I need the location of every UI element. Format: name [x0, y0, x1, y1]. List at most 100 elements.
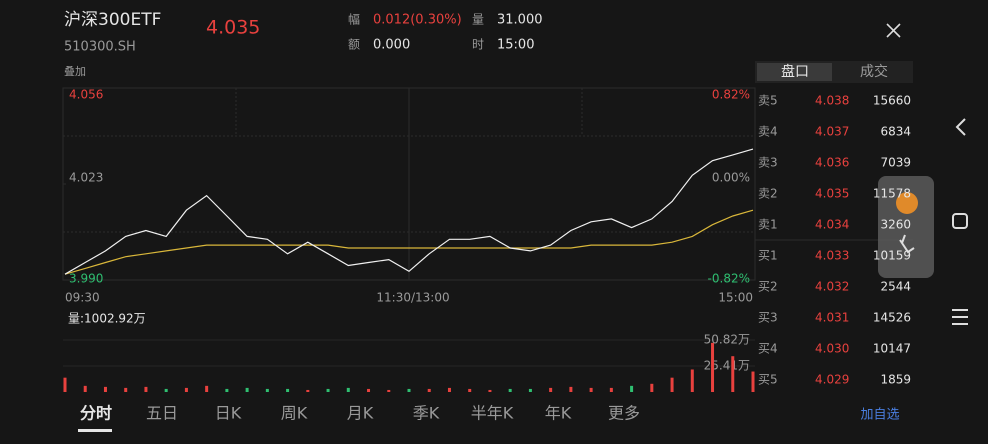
volume-bar [346, 387, 350, 392]
volume-bar [427, 388, 431, 392]
volume-bar [225, 388, 229, 392]
book-price: 4.037 [815, 125, 849, 139]
book-volume: 6834 [880, 125, 911, 139]
period-tab[interactable]: 日K [215, 404, 242, 423]
volume-bar [367, 388, 371, 392]
volume-bar [306, 389, 310, 392]
volume-bar [711, 342, 715, 392]
volume-bar [447, 387, 451, 392]
price-tick-label: 3.990 [69, 272, 103, 286]
book-volume: 11578 [873, 187, 911, 201]
menu-icon[interactable] [952, 309, 968, 325]
volume-bar [205, 385, 209, 392]
book-price: 4.036 [815, 156, 849, 170]
book-label: 买1 [758, 249, 778, 263]
volume-bar [245, 387, 249, 392]
period-tab[interactable]: 季K [413, 404, 440, 423]
volume-bar [387, 389, 391, 392]
home-icon[interactable] [952, 213, 968, 229]
price-tick-label: 4.056 [69, 88, 103, 102]
close-button[interactable] [886, 23, 901, 38]
average-line [64, 209, 754, 275]
period-tab[interactable]: 周K [281, 404, 308, 423]
tab-active [757, 63, 832, 81]
widget-icon [896, 192, 918, 214]
book-price: 4.038 [815, 94, 849, 108]
book-price: 4.031 [815, 311, 849, 325]
book-volume: 15660 [873, 94, 911, 108]
book-label: 卖4 [758, 125, 778, 139]
period-tab[interactable]: 半年K [471, 404, 514, 423]
book-price: 4.030 [815, 342, 849, 356]
volume-tick-label: 25.41万 [704, 359, 750, 373]
book-label: 买2 [758, 280, 778, 294]
volume-bar [630, 385, 634, 392]
volume-bar [609, 387, 613, 392]
book-price: 4.033 [815, 249, 849, 263]
book-price: 4.035 [815, 187, 849, 201]
book-volume: 10159 [873, 249, 911, 263]
volume-bar [83, 385, 87, 392]
price-tick-label: 4.023 [69, 171, 103, 185]
stock-code: 510300.SH [64, 40, 136, 55]
period-tab[interactable]: 月K [347, 404, 374, 423]
book-label: 卖1 [758, 218, 778, 232]
book-label: 卖3 [758, 156, 778, 170]
volume-bar [650, 383, 654, 392]
field-value: 0.000 [373, 38, 410, 53]
volume-bar [468, 388, 472, 392]
volume-bar [488, 389, 492, 392]
pct-label: 0.00% [712, 171, 750, 185]
hand-icon [899, 234, 915, 254]
book-volume: 2544 [880, 280, 911, 294]
float-widget[interactable] [878, 176, 934, 278]
overlay[interactable]: 叠加 [64, 65, 86, 78]
volume-bar [63, 377, 67, 392]
volume-bar [103, 386, 107, 392]
period-tab[interactable]: 五日 [146, 404, 178, 423]
widget-bg [878, 176, 934, 278]
book-volume: 1859 [880, 373, 911, 387]
stock-name: 沪深300ETF [64, 10, 161, 30]
period-underline [78, 429, 112, 432]
volume-bar [589, 387, 593, 392]
book-price: 4.029 [815, 373, 849, 387]
period-tab[interactable]: 更多 [608, 404, 640, 423]
field-label: 时 [472, 38, 484, 52]
book-volume: 7039 [880, 156, 911, 170]
volume-bar [144, 386, 148, 392]
volume-bar [265, 388, 269, 392]
book-volume: 14526 [873, 311, 911, 325]
pct-label: -0.82% [708, 272, 750, 286]
volume-tick-label: 50.82万 [704, 333, 750, 347]
book-volume: 10147 [873, 342, 911, 356]
book-label: 买3 [758, 311, 778, 325]
volume-bar [690, 369, 694, 392]
field-value: 31.000 [497, 13, 543, 28]
field-value: 0.012(0.30%) [373, 13, 462, 28]
volume-bar [569, 386, 573, 392]
volume-bar [124, 387, 128, 392]
period-tab[interactable]: 分时 [80, 404, 112, 423]
add-watch[interactable]: 加自选 [860, 408, 899, 423]
book-tab[interactable]: 成交 [860, 63, 888, 80]
volume-title: 量:1002.92万 [68, 312, 146, 326]
volume-bar [528, 388, 532, 392]
book-price: 4.032 [815, 280, 849, 294]
field-label: 幅 [348, 12, 360, 27]
volume-bar [508, 388, 512, 392]
period-tab[interactable]: 年K [545, 404, 572, 423]
book-label: 卖5 [758, 94, 778, 108]
book-label: 买4 [758, 342, 778, 356]
back-icon[interactable] [955, 118, 966, 136]
last-price: 4.035 [206, 17, 260, 39]
price-line [64, 148, 754, 275]
book-label: 卖2 [758, 187, 778, 201]
volume-bar [184, 387, 188, 392]
book-label: 买5 [758, 373, 778, 387]
field-label: 额 [348, 38, 360, 52]
volume-bar [164, 388, 168, 392]
book-tab[interactable]: 盘口 [781, 63, 809, 80]
time-label: 09:30 [65, 291, 100, 305]
